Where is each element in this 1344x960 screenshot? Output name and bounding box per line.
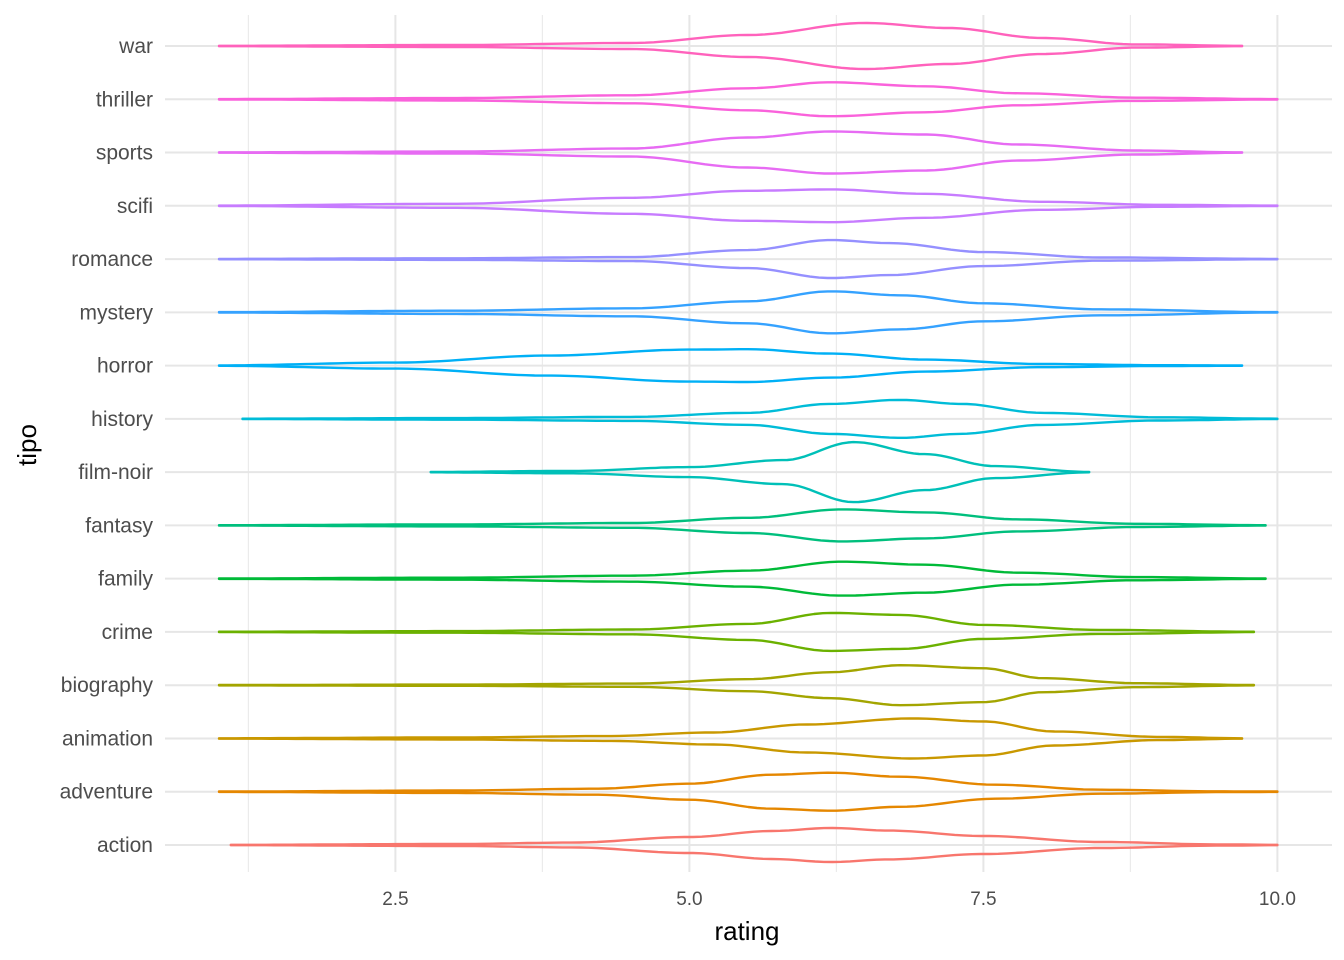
y-tick-label: family — [98, 568, 153, 591]
major-gridlines — [165, 15, 1332, 872]
violin-war — [217, 21, 1244, 71]
violin-horror — [217, 348, 1244, 384]
y-tick-label: adventure — [60, 781, 153, 804]
y-tick-label: biography — [61, 674, 154, 697]
violin-adventure — [217, 771, 1279, 812]
minor-gridlines — [247, 15, 1132, 872]
x-tick-label: 2.5 — [382, 889, 408, 910]
violin-action — [229, 826, 1279, 864]
violin-history — [241, 398, 1279, 439]
violins — [217, 21, 1279, 864]
violin-fantasy — [217, 508, 1267, 543]
y-tick-label: romance — [71, 248, 153, 271]
y-tick-label: sports — [96, 142, 153, 165]
violin-thriller — [217, 81, 1279, 118]
y-tick-label: action — [97, 834, 153, 857]
y-tick-label: thriller — [96, 88, 153, 111]
y-tick-label: crime — [102, 621, 153, 644]
y-tick-label: war — [118, 35, 153, 58]
y-tick-label: animation — [62, 727, 153, 750]
violin-family — [217, 560, 1267, 597]
violin-animation — [217, 717, 1244, 760]
y-tick-label: mystery — [80, 301, 154, 324]
violin-film-noir — [429, 440, 1091, 504]
y-tick-label: fantasy — [85, 514, 153, 537]
x-tick-label: 5.0 — [676, 889, 702, 910]
x-tick-label: 7.5 — [970, 889, 996, 910]
x-tick-label: 10.0 — [1259, 889, 1296, 910]
violin-scifi — [217, 188, 1279, 224]
y-tick-label: horror — [97, 355, 153, 378]
y-tick-label: scifi — [117, 195, 153, 218]
y-tick-labels: action adventure animation biography crime fa… — [60, 35, 154, 857]
violin-romance — [217, 238, 1279, 280]
y-tick-label: film-noir — [78, 461, 153, 484]
violin-biography — [217, 664, 1256, 707]
violin-sports — [217, 130, 1244, 175]
x-tick-labels: 2.5 5.0 7.5 10.0 — [382, 889, 1296, 910]
violin-mystery — [217, 290, 1279, 335]
y-axis-title: tipo — [12, 424, 42, 466]
y-tick-label: history — [91, 408, 153, 431]
x-axis-title: rating — [714, 916, 779, 946]
violin-crime — [217, 611, 1256, 653]
